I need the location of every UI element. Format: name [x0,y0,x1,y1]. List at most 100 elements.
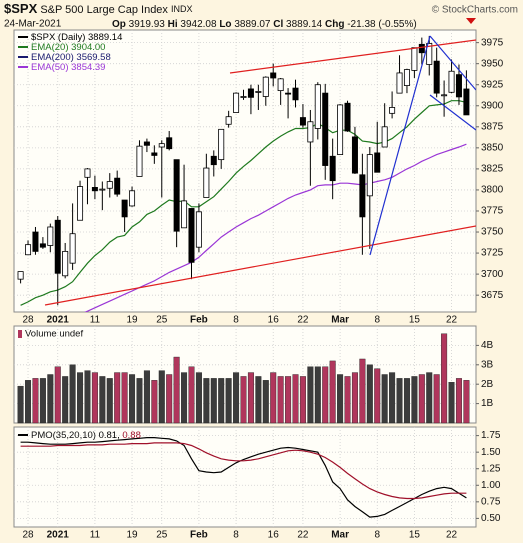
candle-body [411,47,418,71]
volume-bar [166,374,173,424]
candle-body [337,104,344,155]
x-tick-label: Mar [331,315,349,326]
volume-bar [17,385,24,424]
candle-body [114,177,121,195]
volume-bar [114,372,121,424]
series-line [84,143,467,312]
y-tick-label: 3725 [481,248,504,259]
candle-body [262,76,269,97]
volume-bar [32,378,39,424]
volume-bar [285,376,292,424]
candle-body [47,226,54,246]
legend-value: 0.88 [122,430,141,441]
y-tick-label: 3775 [481,206,504,217]
volume-bar [389,372,396,424]
x-tick-label: 16 [268,315,280,326]
date: 24-Mar-2021 [4,19,62,30]
x-tick-label: 28 [22,315,34,326]
x-tick-label: 11 [90,315,101,326]
candle-body [173,159,180,232]
volume-bar [463,380,470,424]
candle-body [441,94,448,97]
candle-body [433,60,440,94]
pmo-plot [20,437,467,518]
candle-body [158,143,165,148]
symbol: $SPX [4,1,38,16]
legend-name: $SPX (Daily) [31,32,85,43]
volume-bar [344,376,351,424]
x-tick-label: 2021 [47,530,70,541]
x-tick-label: 8 [233,315,239,326]
resistance-line [229,39,476,74]
legend-entry: $SPX (Daily) 3889.14 [31,32,122,43]
candle-body [233,92,240,113]
y-tick-label: 3750 [481,227,504,238]
volume-bar [195,372,202,424]
x-tick-label: 25 [156,530,168,541]
x-tick-label: 19 [126,530,138,541]
volume-bar [121,372,128,424]
candle-body [240,96,247,98]
candle-body [17,271,24,280]
candle-body [54,219,61,274]
y-tick-label: 3925 [481,79,504,90]
quote-label: Hi [168,19,178,30]
candle-body [374,152,381,173]
x-tick-label: 22 [446,530,458,541]
y-tick-label: 3675 [481,290,504,301]
x-tick-label: 15 [409,530,421,541]
candle-body [455,74,462,98]
y-tick-label: 4B [481,340,494,351]
candle-body [32,231,39,252]
x-tick-label: 25 [156,315,168,326]
volume-bar [314,366,321,424]
legend-value: 0.81, [99,430,120,441]
y-tick-label: 0.75 [481,496,501,507]
y-tick-label: 1.25 [481,463,501,474]
pmo-panel [13,426,477,528]
series-line [20,100,467,306]
legend-name: EMA(200) [31,52,74,63]
y-tick-label: 3B [481,359,494,370]
volume-bar [411,376,418,424]
index-name: S&P 500 Large Cap Index [40,4,168,16]
volume-bar [337,374,344,424]
candle-body [99,188,106,191]
volume-bar [129,374,136,424]
candle-body [62,250,69,277]
legend-value: 3904.00 [71,42,105,53]
volume-bar [151,380,158,424]
legend-entry: EMA(50) 3854.39 [31,62,105,73]
x-tick-label: 22 [297,530,309,541]
quote-label: Chg [325,19,344,30]
volume-bar [233,372,240,424]
volume-bar [351,372,358,424]
legend-entry: EMA(200) 3569.58 [31,52,111,63]
volume-bar [91,372,98,424]
volume-bar [181,372,188,424]
volume-bar [381,374,388,424]
volume-bar [403,378,410,424]
volume-bar [366,364,373,424]
x-tick-label: 19 [126,315,138,326]
y-tick-label: 1.75 [481,430,501,441]
candle-body [69,233,76,264]
x-tick-label: 22 [297,315,309,326]
volume-bar [255,376,262,424]
candle-body [39,243,46,248]
legend-swatch [18,330,22,338]
candle-body [463,88,470,116]
quote-label: Op [112,19,126,30]
panel-title: Volume undef [25,329,83,340]
x-tick-label: 2021 [47,315,70,326]
volume-bar [188,366,195,424]
quote-label: Cl [273,19,283,30]
candle-body [351,136,358,174]
y-tick-label: 3850 [481,142,504,153]
x-tick-label: 15 [409,315,421,326]
x-tick-label: 8 [233,530,239,541]
copyright: © StockCharts.com [432,5,518,16]
quote-value: 3942.08 [180,19,217,30]
candle-body [225,116,232,125]
